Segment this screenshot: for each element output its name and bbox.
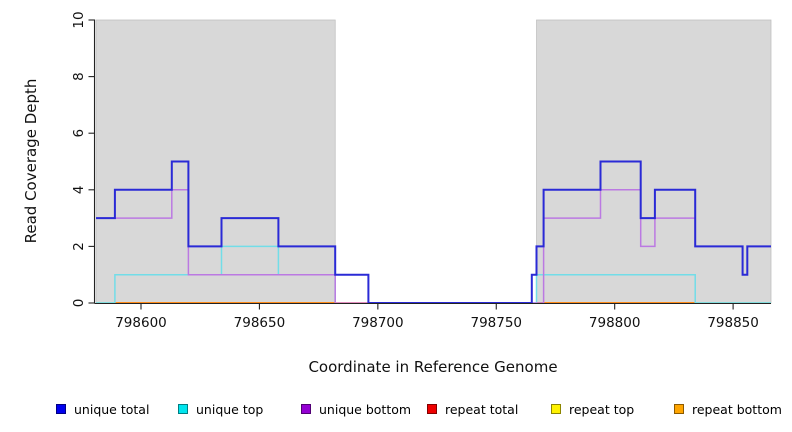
legend-item-repeat-top: repeat top bbox=[551, 398, 634, 420]
legend-item-unique-top: unique top bbox=[178, 398, 263, 420]
legend: unique total unique top unique bottom repea… bbox=[0, 398, 792, 422]
x-tick-label: 798650 bbox=[234, 315, 286, 331]
legend-label: repeat top bbox=[569, 401, 635, 417]
shaded-region bbox=[95, 19, 336, 304]
y-tick-label: 10 bbox=[71, 11, 87, 28]
legend-swatch-repeat-bottom bbox=[674, 404, 684, 414]
legend-label: unique top bbox=[196, 401, 264, 417]
x-tick-label: 798850 bbox=[707, 315, 759, 331]
y-tick-label: 6 bbox=[71, 129, 87, 138]
x-tick-label: 798700 bbox=[352, 315, 404, 331]
legend-swatch-repeat-total bbox=[427, 404, 437, 414]
x-tick-label: 798600 bbox=[115, 315, 167, 331]
x-tick-label: 798750 bbox=[470, 315, 522, 331]
y-tick-label: 4 bbox=[71, 186, 87, 195]
legend-item-unique-bottom: unique bottom bbox=[301, 398, 411, 420]
legend-label: unique bottom bbox=[319, 401, 412, 417]
legend-swatch-unique-bottom bbox=[301, 404, 311, 414]
shaded-region bbox=[536, 19, 772, 304]
legend-item-unique-total: unique total bbox=[56, 398, 149, 420]
legend-item-repeat-bottom: repeat bottom bbox=[674, 398, 782, 420]
legend-label: repeat total bbox=[445, 401, 519, 417]
legend-swatch-unique-total bbox=[56, 404, 66, 414]
x-tick-label: 798800 bbox=[589, 315, 641, 331]
legend-swatch-repeat-top bbox=[551, 404, 561, 414]
series-unique-total-line bbox=[96, 160, 771, 304]
x-axis-title: Coordinate in Reference Genome bbox=[308, 358, 558, 376]
legend-item-repeat-total: repeat total bbox=[427, 398, 518, 420]
y-axis-title: Read Coverage Depth bbox=[22, 78, 40, 244]
coverage-chart: 798600 798650 798700 798750 798800 798850 0 2 4 6… bbox=[71, 11, 772, 331]
legend-swatch-unique-top bbox=[178, 404, 188, 414]
y-tick-label: 8 bbox=[71, 72, 87, 81]
legend-label: repeat bottom bbox=[692, 401, 782, 417]
y-tick-label: 0 bbox=[71, 299, 87, 308]
y-tick-label: 2 bbox=[71, 242, 87, 251]
legend-label: unique total bbox=[74, 401, 150, 417]
